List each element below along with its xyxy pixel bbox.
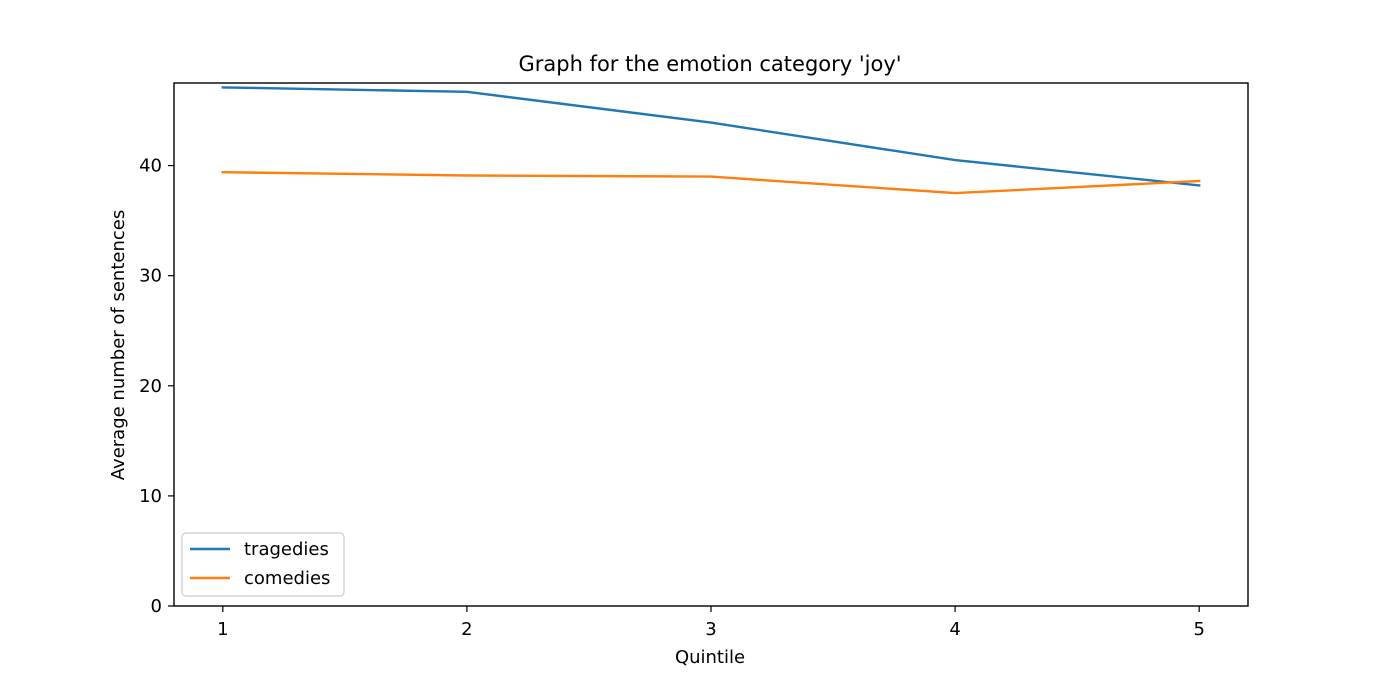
y-axis-label: Average number of sentences xyxy=(108,210,129,480)
legend-label-comedies: comedies xyxy=(244,568,330,589)
y-tick-label: 10 xyxy=(139,486,162,507)
legend-label-tragedies: tragedies xyxy=(244,539,329,560)
series-line-tragedies xyxy=(221,86,1201,187)
y-tick-label: 20 xyxy=(139,376,162,397)
x-tick-label: 1 xyxy=(217,619,228,640)
legend: tragedies comedies xyxy=(181,532,345,597)
y-tick-label: 30 xyxy=(139,266,162,287)
x-axis-label: Quintile xyxy=(675,647,745,668)
x-tick-label: 2 xyxy=(461,619,472,640)
chart-title: Graph for the emotion category 'joy' xyxy=(518,52,901,76)
y-tick-label: 40 xyxy=(139,156,162,177)
series-line-comedies xyxy=(221,170,1201,195)
x-tick-label: 3 xyxy=(705,619,716,640)
x-tick-label: 5 xyxy=(1193,619,1204,640)
y-tick-label: 0 xyxy=(151,596,162,617)
x-tick-label: 4 xyxy=(949,619,960,640)
plot-frame xyxy=(173,82,1249,607)
